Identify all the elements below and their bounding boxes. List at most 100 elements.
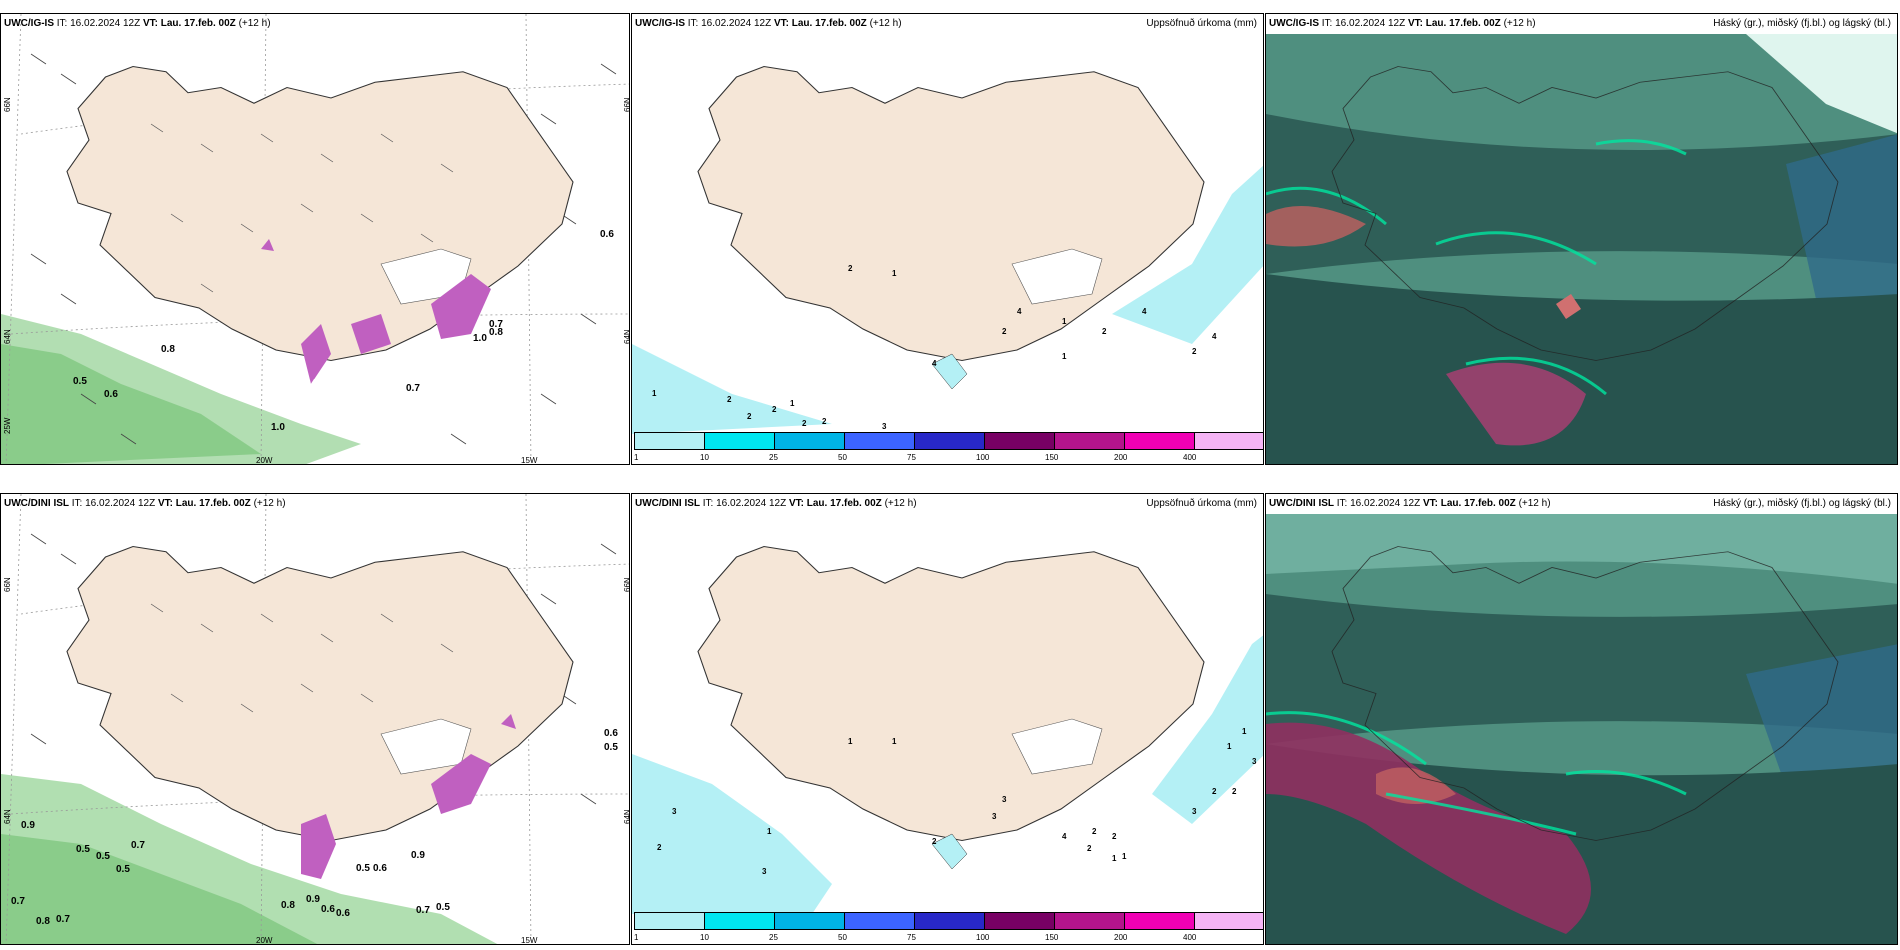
colorbar-swatch: [1194, 432, 1263, 450]
svg-text:2: 2: [772, 405, 777, 414]
colorbar-tick: 200: [1114, 453, 1128, 462]
svg-text:2: 2: [1192, 347, 1197, 356]
svg-text:1: 1: [1062, 352, 1067, 361]
colorbar-tick: 200: [1114, 933, 1128, 942]
svg-text:2: 2: [727, 395, 732, 404]
panel-top-right-clouds: UWC/IG-IS IT: 16.02.2024 12Z VT: Lau. 17…: [1265, 13, 1898, 465]
svg-text:2: 2: [657, 843, 662, 852]
colorbar-tick: 50: [838, 453, 847, 462]
lat-label: 66N: [623, 97, 630, 112]
svg-text:2: 2: [1112, 832, 1117, 841]
colorbar-tick: 400: [1183, 933, 1197, 942]
panel-subtitle: Uppsöfnuð úrkoma (mm): [1146, 498, 1257, 509]
svg-text:1: 1: [848, 737, 853, 746]
value-label: 0.6: [600, 229, 614, 240]
colorbar-swatch: [634, 912, 704, 930]
svg-text:0.6: 0.6: [336, 908, 350, 919]
svg-text:0.7: 0.7: [406, 383, 420, 394]
svg-text:4: 4: [1142, 307, 1147, 316]
lat-label: 64N: [3, 809, 12, 824]
svg-text:1: 1: [1112, 854, 1117, 863]
svg-text:1: 1: [1227, 742, 1232, 751]
colorbar-swatch: [634, 432, 704, 450]
colorbar-swatch: [984, 432, 1054, 450]
svg-text:4: 4: [932, 359, 937, 368]
panel-title: UWC/IG-IS IT: 16.02.2024 12Z VT: Lau. 17…: [635, 18, 902, 29]
svg-text:2: 2: [1002, 327, 1007, 336]
svg-text:2: 2: [1087, 844, 1092, 853]
colorbar-swatch: [704, 432, 774, 450]
lat-label: 64N: [3, 329, 12, 344]
svg-text:4: 4: [311, 378, 317, 389]
lat-label: 66N: [3, 97, 12, 112]
lon-label: 15W: [521, 936, 538, 945]
panel-title: UWC/DINI ISL IT: 16.02.2024 12Z VT: Lau.…: [635, 498, 917, 509]
svg-text:0.9: 0.9: [306, 894, 320, 905]
svg-text:2: 2: [1102, 327, 1107, 336]
colorbar-tick: 10: [700, 933, 709, 942]
svg-text:1: 1: [1122, 852, 1127, 861]
svg-text:0.8: 0.8: [161, 344, 175, 355]
colorbar-swatch: [774, 432, 844, 450]
colorbar-swatch: [1124, 912, 1194, 930]
map-precip: 1 13 213 233 422 21 1 321 132: [632, 494, 1263, 914]
svg-text:0.7: 0.7: [489, 319, 503, 330]
colorbar-tick: 75: [907, 453, 916, 462]
colorbar-swatch: [1054, 432, 1124, 450]
colorbar-swatch: [844, 912, 914, 930]
colorbar-tick: 25: [769, 453, 778, 462]
colorbar-tick: 150: [1045, 933, 1059, 942]
lat-label: 64N: [623, 809, 630, 824]
panel-subtitle: Uppsöfnuð úrkoma (mm): [1146, 18, 1257, 29]
svg-text:1: 1: [892, 737, 897, 746]
svg-text:0.9: 0.9: [21, 820, 35, 831]
colorbar-tick: 1: [634, 453, 639, 462]
svg-text:3: 3: [762, 867, 767, 876]
svg-text:0.5: 0.5: [96, 851, 110, 862]
svg-text:0.5: 0.5: [436, 902, 450, 913]
map-clouds: [1266, 494, 1897, 944]
panel-top-mid-precip: UWC/IG-IS IT: 16.02.2024 12Z VT: Lau. 17…: [631, 13, 1264, 465]
svg-text:1: 1: [652, 389, 657, 398]
svg-text:0.5: 0.5: [76, 844, 90, 855]
svg-text:0.8: 0.8: [489, 327, 503, 338]
svg-text:4: 4: [1212, 332, 1217, 341]
lon-label: 20W: [256, 936, 273, 945]
svg-text:0.8: 0.8: [36, 916, 50, 927]
map-wind-snow: 0.60.5 0.90.50.5 0.70.50.7 0.8 0.70.8 0.9…: [1, 494, 629, 944]
colorbar-tick: 10: [700, 453, 709, 462]
colorbar-swatch: [1124, 432, 1194, 450]
svg-text:1: 1: [1062, 317, 1067, 326]
svg-text:1: 1: [1242, 727, 1247, 736]
panel-subtitle: Háský (gr.), miðský (fj.bl.) og lágský (…: [1713, 498, 1891, 509]
panel-bot-mid-precip: UWC/DINI ISL IT: 16.02.2024 12Z VT: Lau.…: [631, 493, 1264, 945]
svg-text:0.8: 0.8: [281, 900, 295, 911]
colorbar-swatch: [914, 432, 984, 450]
svg-text:0.5: 0.5: [604, 742, 618, 753]
svg-text:0.7: 0.7: [416, 905, 430, 916]
svg-text:0.5: 0.5: [73, 376, 87, 387]
colorbar: [634, 432, 1263, 450]
panel-title: UWC/IG-IS IT: 16.02.2024 12Z VT: Lau. 17…: [1269, 18, 1536, 29]
colorbar-swatch: [984, 912, 1054, 930]
svg-text:0.5: 0.5: [356, 863, 370, 874]
panel-bot-left-wind: UWC/DINI ISL IT: 16.02.2024 12Z VT: Lau.…: [0, 493, 630, 945]
colorbar-tick: 150: [1045, 453, 1059, 462]
colorbar-tick: 1: [634, 933, 639, 942]
svg-text:0.5: 0.5: [116, 864, 130, 875]
svg-text:2: 2: [1092, 827, 1097, 836]
svg-text:2: 2: [747, 412, 752, 421]
svg-text:2: 2: [1212, 787, 1217, 796]
svg-text:3: 3: [1002, 795, 1007, 804]
svg-text:1: 1: [790, 399, 795, 408]
colorbar-tick: 25: [769, 933, 778, 942]
svg-text:3: 3: [992, 812, 997, 821]
svg-text:1.0: 1.0: [271, 422, 285, 433]
lat-label: 66N: [3, 577, 12, 592]
panel-title: UWC/DINI ISL IT: 16.02.2024 12Z VT: Lau.…: [1269, 498, 1551, 509]
svg-text:2: 2: [1232, 787, 1237, 796]
svg-text:0.7: 0.7: [131, 840, 145, 851]
lon-label: 20W: [256, 456, 273, 465]
svg-text:1.0: 1.0: [473, 333, 487, 344]
svg-text:0.6: 0.6: [321, 904, 335, 915]
